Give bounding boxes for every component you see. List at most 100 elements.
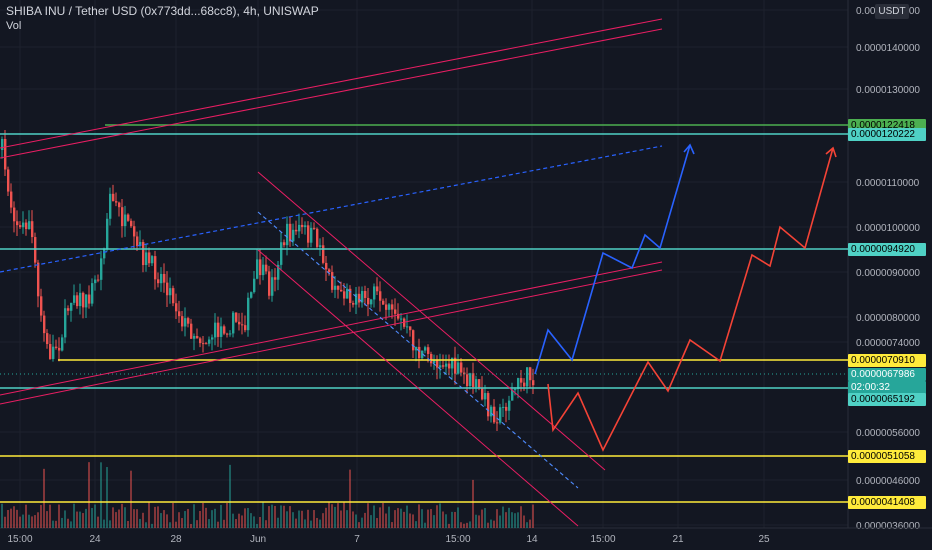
time-axis-tick-label: 15:00 [590,534,615,545]
volume-bar [247,508,249,528]
candle-body [202,343,205,345]
candle-body [445,363,448,367]
volume-bar [373,505,375,528]
volume-bar [463,523,465,528]
volume-bar [271,504,273,528]
candle-body [244,325,247,331]
dashed-midline [0,145,663,273]
candle-body [442,365,445,367]
volume-bar [397,508,399,528]
volume-bar [184,511,186,528]
volume-bar [331,504,333,528]
volume-bar [301,510,303,528]
candle-body [262,264,265,276]
time-axis-tick-label: 15:00 [7,534,32,545]
candle-body [178,311,181,317]
volume-bar [13,506,15,528]
candle-body [283,242,286,246]
candle-body [301,224,304,228]
candle-body [397,313,400,319]
volume-bar [421,509,423,528]
volume-bar [376,518,378,528]
volume-bar [88,462,90,528]
candle-body [484,393,487,400]
volume-indicator-label[interactable]: Vol [6,20,22,32]
volume-bar [133,509,135,528]
volume-bar [496,509,498,528]
candle-body [88,294,91,304]
volume-bar [217,521,219,528]
candle-body [70,302,73,311]
volume-bar [91,507,93,528]
candle-body [112,193,115,202]
candle-body [502,406,505,408]
candle-body [259,259,262,276]
candle-body [340,289,343,292]
volume-bar [82,513,84,528]
volume-bar [193,504,195,528]
candle-body [343,291,346,299]
volume-bar [115,512,117,528]
candle-body [265,264,268,272]
candle-body [409,326,412,331]
volume-bar [334,506,336,528]
candle-body [238,321,241,325]
candle-body [22,222,25,228]
volume-bar [16,509,18,528]
volume-bar [118,509,120,528]
volume-bar [352,511,354,528]
candle-body [421,350,424,359]
volume-bar [445,514,447,528]
candle-body [274,277,277,280]
candle-body [439,365,442,368]
volume-bar [430,509,432,528]
candle-body [97,279,100,281]
volume-bar [385,513,387,528]
candle-body [223,326,226,334]
volume-bar [55,520,57,528]
candle-body [190,323,193,339]
candle-body [118,202,121,208]
volume-bar [448,523,450,528]
volume-bar [127,521,129,528]
volume-bar [79,511,81,528]
volume-bar [7,510,9,528]
volume-bar [337,503,339,528]
volume-bar [508,507,510,528]
upper-channel-line [0,18,663,149]
volume-bar [340,510,342,528]
time-axis-tick-label: 25 [758,534,770,545]
candle-body [355,293,358,305]
volume-bar [259,516,261,528]
candle-body [469,373,472,387]
volume-bar [46,511,48,528]
volume-bar [205,507,207,528]
time-axis-tick-label: 24 [89,534,101,545]
candle-body [232,312,235,334]
volume-bar [10,508,12,528]
volume-bar [22,514,24,528]
volume-bar [361,517,363,528]
symbol-title[interactable]: SHIBA INU / Tether USD (0x773dd...68cc8)… [6,4,319,18]
candle-body [214,322,217,338]
candle-body [463,372,466,375]
candle-body [367,297,370,305]
volume-bar [181,518,183,528]
volume-bar [208,519,210,528]
currency-badge[interactable]: USDT [875,4,909,19]
volume-bar [1,503,3,528]
candle-body [25,222,28,230]
price-axis-tick-label: 0.0000110000 [856,178,920,189]
volume-bar [280,505,282,528]
candle-body [46,333,49,345]
candle-body [298,224,301,232]
volume-bar [97,516,99,528]
candle-body [37,262,40,297]
volume-bar [136,509,138,528]
volume-bar [106,467,108,528]
candle-body [433,359,436,364]
candle-body [400,318,403,320]
candle-body [40,296,43,316]
